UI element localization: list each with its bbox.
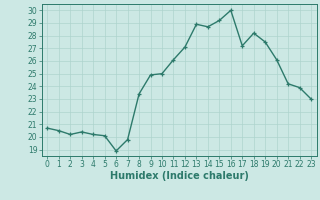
X-axis label: Humidex (Indice chaleur): Humidex (Indice chaleur) <box>110 171 249 181</box>
